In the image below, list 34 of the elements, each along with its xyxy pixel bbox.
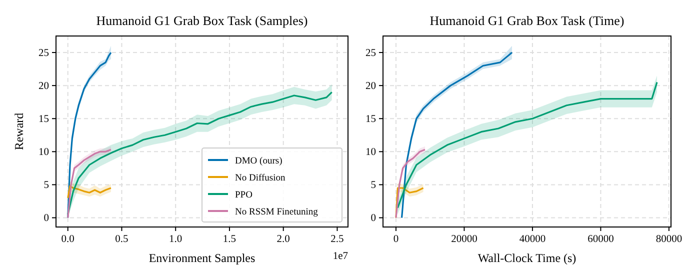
y-tick-label: 5 <box>370 180 376 192</box>
y-tick-label: 15 <box>366 114 376 126</box>
y-tick-label: 25 <box>366 48 376 60</box>
x-tick-label: 40000 <box>519 234 546 245</box>
y-tick-label: 0 <box>44 213 49 224</box>
x-tick-label: 20000 <box>451 234 478 245</box>
x-tick-label: 60000 <box>588 234 614 245</box>
legend-label: No Diffusion <box>235 174 286 184</box>
y-tick-label: 25 <box>38 48 49 60</box>
x-tick-label: 80000 <box>656 234 682 245</box>
text: 1e7 <box>332 251 348 262</box>
chart-title: Humanoid G1 Grab Box Task (Samples) <box>96 13 308 28</box>
y-tick-label: 10 <box>366 147 376 158</box>
chart-title: Humanoid G1 Grab Box Task (Time) <box>430 13 624 28</box>
legend-label: DMO (ours) <box>235 156 282 166</box>
legend-label: No RSSM Finetuning <box>235 208 318 218</box>
x-tick-label: 2.0 <box>276 234 290 245</box>
x-tick-label: 0.5 <box>115 234 128 245</box>
x-tick-label: 2.5 <box>330 234 344 245</box>
y-tick-label: 20 <box>38 81 49 92</box>
y-axis-title: Reward <box>12 112 26 150</box>
legend-label: PPO <box>235 190 253 200</box>
x-axis-title: Wall-Clock Time (s) <box>478 251 576 265</box>
x-tick-label: 0.0 <box>61 234 74 245</box>
y-tick-label: 10 <box>38 147 49 158</box>
line-series <box>67 185 112 199</box>
y-tick-label: 15 <box>38 114 49 126</box>
x-tick-label: 1.0 <box>169 234 182 245</box>
x-tick-label: 0 <box>393 234 399 245</box>
y-tick-label: 0 <box>370 213 376 224</box>
x-tick-label: 1.5 <box>222 234 236 245</box>
y-tick-label: 5 <box>44 180 49 192</box>
y-tick-label: 20 <box>366 81 376 92</box>
x-axis-title: Environment Samples <box>148 251 256 265</box>
